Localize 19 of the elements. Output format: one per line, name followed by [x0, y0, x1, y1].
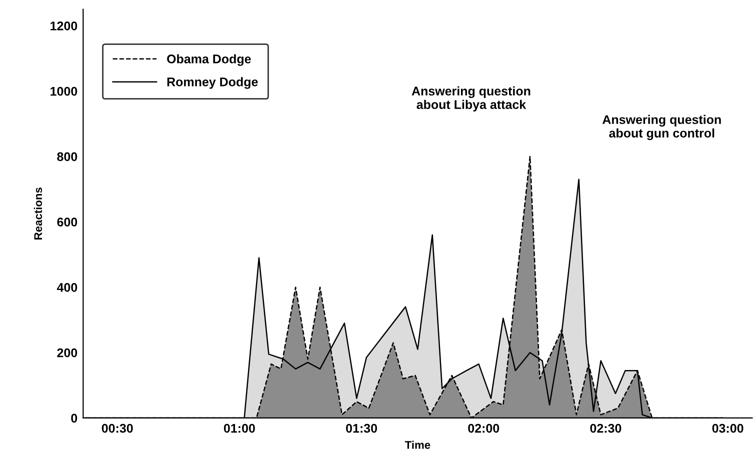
x-tick-label: 01:00: [224, 424, 255, 433]
y-tick-label: 0: [71, 414, 78, 423]
y-tick-label: 1000: [50, 86, 78, 96]
x-tick-label: 03:00: [712, 424, 744, 433]
legend-label: Obama Dodge: [167, 54, 251, 66]
legend-label: Romney Dodge: [167, 77, 258, 89]
annotation: Answering question about Libya attack: [412, 86, 530, 112]
x-tick-label: 02:00: [468, 424, 500, 433]
x-tick-label: 01:30: [346, 424, 377, 433]
y-axis-title: Reactions: [34, 188, 42, 240]
x-tick-label: 02:30: [590, 424, 622, 433]
y-tick-label: 400: [56, 283, 78, 292]
annotation: Answering question about gun control: [602, 114, 721, 140]
y-tick-label: 600: [57, 218, 78, 226]
x-axis-title: Time: [404, 440, 430, 449]
y-tick-label: 800: [57, 152, 78, 162]
y-tick-label: 200: [57, 348, 78, 358]
x-tick-label: 00:30: [102, 424, 133, 433]
y-tick-label: 1200: [50, 21, 78, 30]
